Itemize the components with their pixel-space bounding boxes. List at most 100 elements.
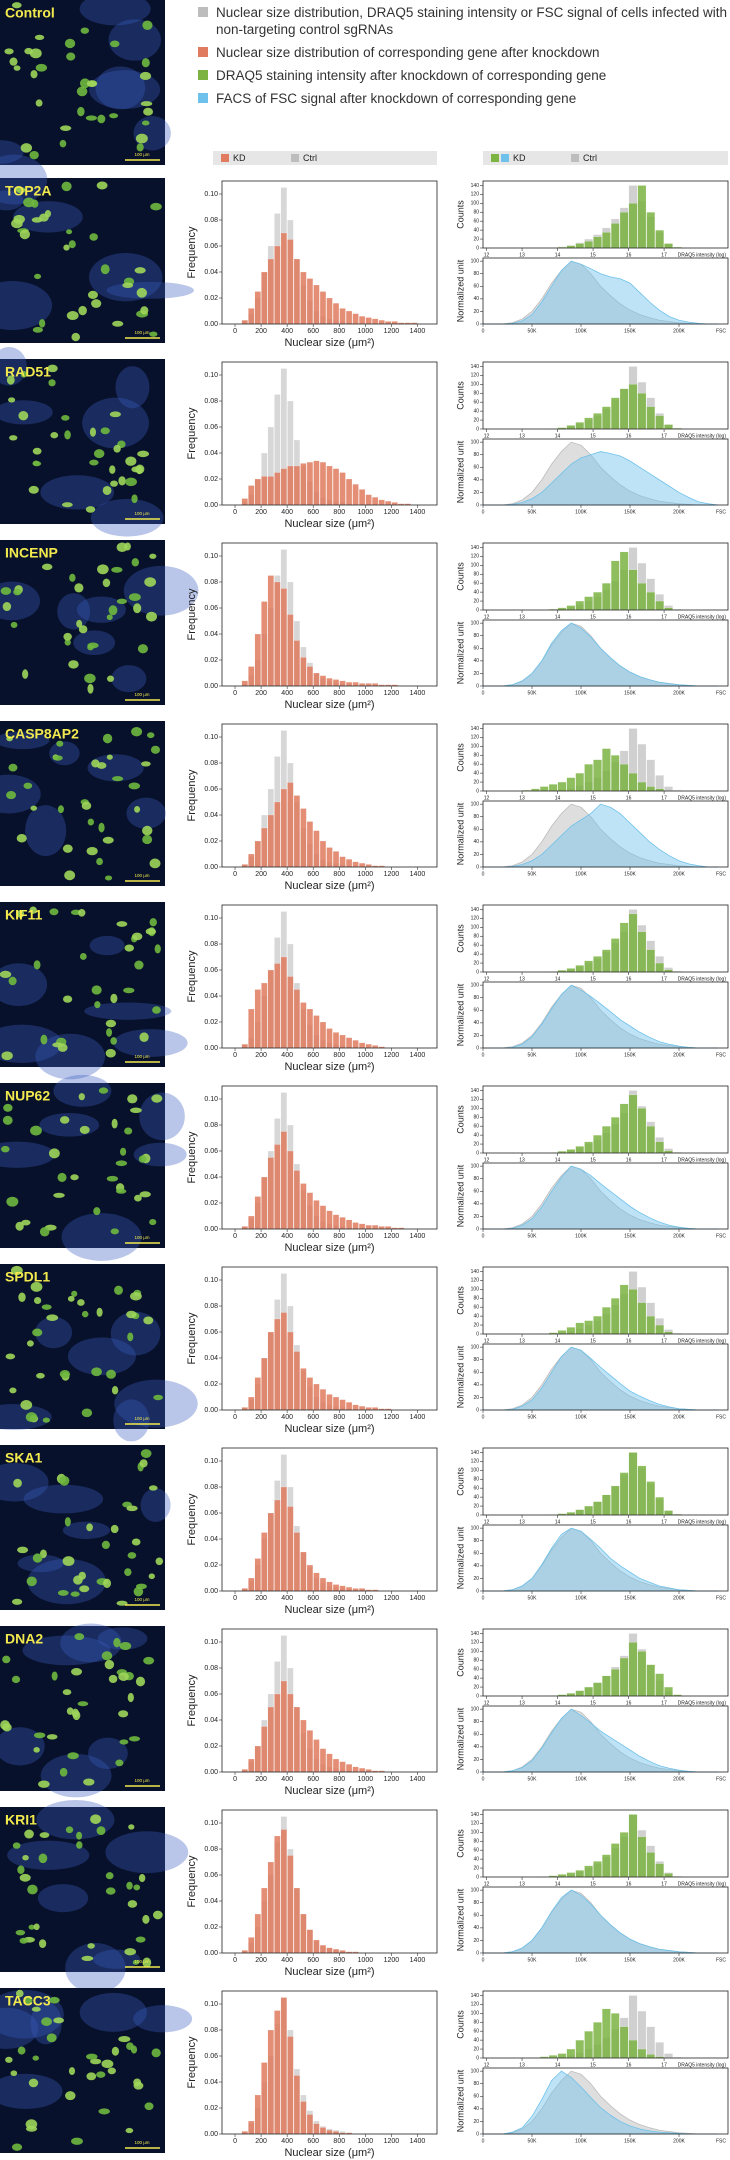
y-tick-label: 0.00	[204, 2131, 218, 2138]
nucleus	[136, 143, 144, 152]
x-tick-label: 1400	[410, 1233, 426, 1240]
x-tick-label: 15	[590, 252, 596, 258]
nucleus	[11, 1598, 23, 1605]
histogram-bar	[332, 1214, 340, 1230]
panel: 0.000.020.040.060.080.100 200 400 600 800 100…	[186, 1085, 729, 1254]
y-axis-label: Frequency	[186, 769, 198, 821]
histogram-bar	[584, 417, 593, 430]
micrograph: RAD51 100 μm	[0, 347, 165, 537]
nucleus	[132, 1959, 140, 1965]
cytoplasm	[17, 1554, 64, 1573]
x-tick-label: 15	[590, 1157, 596, 1163]
histogram-bar	[274, 1318, 281, 1411]
nucleus	[143, 1316, 154, 1325]
histogram-bar	[637, 931, 647, 973]
nucleus	[105, 1887, 116, 1895]
axes-frame	[482, 981, 729, 1049]
y-tick-label: 0.10	[204, 1639, 218, 1646]
y-tick-label: 0.02	[204, 1381, 218, 1388]
histogram-bar	[593, 1316, 602, 1335]
image-label: KIF11	[5, 907, 43, 923]
y-tick-label: 80	[473, 452, 479, 458]
y-tick-label: 60	[473, 2094, 479, 2100]
image-label: INCENP	[5, 545, 58, 561]
axes-frame	[482, 1343, 729, 1411]
histogram-bar	[602, 232, 611, 249]
y-tick-label: 20	[473, 236, 479, 242]
cytoplasm	[53, 1074, 112, 1107]
y-tick-label: 40	[473, 1856, 479, 1862]
cytoplasm	[22, 1635, 111, 1666]
histogram-bar	[566, 1512, 576, 1516]
histogram-bar	[345, 859, 353, 868]
y-tick-label: 40	[473, 227, 479, 233]
nucleus	[141, 120, 150, 126]
histogram-bar	[326, 1028, 333, 1049]
fsc-area	[483, 441, 719, 506]
nucleus	[42, 1417, 50, 1423]
axes-frame	[482, 1085, 729, 1154]
cytoplasm	[27, 1558, 106, 1605]
nucleus	[0, 970, 12, 979]
y-tick-label: 0	[476, 2131, 479, 2137]
histogram-bar	[664, 424, 673, 430]
x-tick-label: 12	[484, 976, 490, 982]
histogram-bar	[628, 1452, 638, 1516]
nucleus	[126, 1881, 133, 1890]
histogram-bar	[332, 851, 340, 868]
nucleus	[104, 875, 113, 881]
y-axis-label: Frequency	[186, 2036, 198, 2088]
nucleus	[68, 2067, 76, 2075]
x-tick-label: 1000	[358, 2138, 374, 2145]
cytoplasm	[0, 190, 24, 211]
nucleus	[77, 1299, 85, 1306]
cytoplasm	[61, 1213, 142, 1261]
histogram-bar	[628, 1814, 638, 1878]
micrograph: TOP2A 100 μm	[0, 154, 194, 343]
nucleus	[15, 1929, 26, 1936]
nucleus	[62, 1556, 75, 1567]
histogram-bar	[655, 1863, 664, 1878]
legend-label: DRAQ5 staining intensity after knockdown…	[216, 68, 607, 83]
histogram-bar	[267, 814, 274, 868]
histogram-bar	[593, 236, 602, 249]
x-tick-label: 150K	[624, 1414, 636, 1420]
y-tick-label: 60	[473, 762, 479, 768]
histogram-bar	[339, 1034, 346, 1049]
histogram-bar	[619, 922, 629, 973]
nucleus	[31, 2006, 41, 2012]
nucleus	[44, 210, 52, 218]
nucleus	[102, 578, 111, 588]
histogram-bar	[332, 1758, 340, 1773]
y-tick-label: 0.08	[204, 941, 218, 948]
scale-bar-label: 100 μm	[134, 152, 149, 157]
cytoplasm	[114, 1379, 198, 1428]
nucleus	[20, 1400, 33, 1410]
nucleus	[47, 364, 58, 373]
y-tick-label: 0.04	[204, 1174, 218, 1181]
histogram-bar	[300, 1913, 307, 1954]
nucleus	[29, 906, 37, 914]
y-tick-label: 0	[476, 426, 479, 432]
nucleus	[118, 2036, 131, 2043]
histogram-bar	[267, 476, 274, 506]
nucleus	[28, 1924, 35, 1930]
nucleus	[154, 944, 161, 954]
histogram-bar	[287, 1331, 294, 1411]
nucleus	[29, 150, 39, 160]
nucleus	[16, 834, 27, 843]
histogram-bar	[345, 478, 353, 506]
nucleus	[127, 1552, 137, 1559]
image-label: TOP2A	[5, 183, 51, 199]
histogram-bar	[575, 1509, 584, 1516]
nucleus	[8, 763, 18, 772]
nucleus	[141, 58, 150, 68]
histogram-bar	[566, 968, 576, 973]
x-axis-label: FSC	[716, 690, 726, 696]
nucleus	[83, 1778, 95, 1786]
axes-frame	[482, 723, 729, 792]
histogram-bar	[332, 1396, 340, 1411]
axes-frame	[221, 1628, 438, 1773]
histogram-bar	[593, 1861, 602, 1878]
nucleus	[105, 1048, 116, 1058]
